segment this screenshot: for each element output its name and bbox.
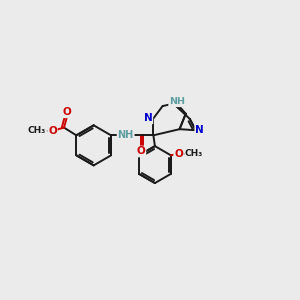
Text: NH: NH bbox=[118, 130, 134, 140]
Text: O: O bbox=[174, 149, 183, 159]
Text: CH₃: CH₃ bbox=[28, 126, 46, 135]
Text: CH₃: CH₃ bbox=[185, 149, 203, 158]
Text: N: N bbox=[144, 113, 152, 123]
Text: N: N bbox=[195, 125, 204, 135]
Text: O: O bbox=[48, 126, 57, 136]
Text: NH: NH bbox=[169, 97, 185, 106]
Text: O: O bbox=[137, 146, 146, 157]
Text: O: O bbox=[63, 107, 71, 117]
